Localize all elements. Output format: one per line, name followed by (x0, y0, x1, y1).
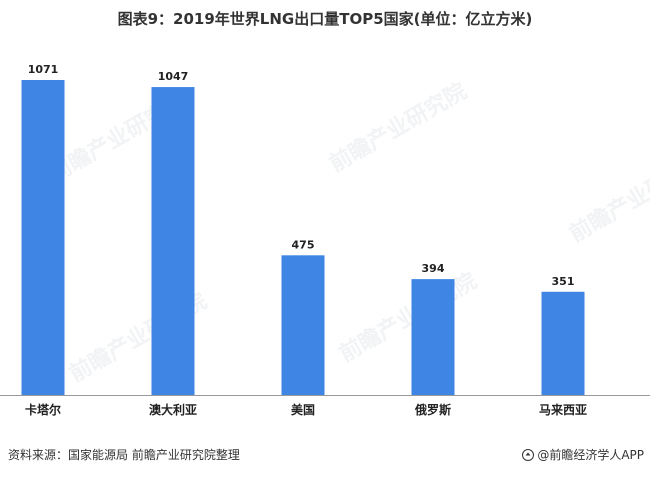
x-tick-label-5: 马来西亚 (539, 402, 587, 417)
data-label-4: 394 (422, 262, 445, 275)
data-label-3: 475 (292, 238, 315, 251)
bar-2 (151, 87, 195, 395)
data-label-5: 351 (552, 275, 575, 288)
x-tick-label-3: 美国 (291, 402, 315, 417)
data-labels-layer: 1071 1047 475 394 351 (28, 63, 575, 288)
brand-credit: @前瞻经济学人APP (522, 446, 644, 463)
chart-title: 图表9：2019年世界LNG出口量TOP5国家(单位：亿立方米) (117, 10, 533, 28)
bar-5 (541, 291, 585, 395)
brand-logo-icon (522, 448, 535, 461)
brand-text: @前瞻经济学人APP (537, 448, 644, 462)
bar-4 (411, 279, 455, 395)
x-tick-label-2: 澳大利亚 (149, 402, 197, 417)
x-tick-labels-layer: 卡塔尔 澳大利亚 美国 俄罗斯 马来西亚 (25, 402, 587, 417)
x-tick-label-1: 卡塔尔 (25, 402, 61, 417)
bar-chart: 1071 1047 475 394 351 卡塔尔 澳大利亚 美国 俄罗斯 马来西亚 (0, 63, 650, 417)
x-tick-label-4: 俄罗斯 (414, 402, 451, 417)
bar-1 (21, 80, 65, 395)
data-label-1: 1071 (28, 63, 59, 76)
bars-layer (21, 80, 585, 395)
data-label-2: 1047 (158, 70, 189, 83)
bar-3 (281, 255, 325, 395)
source-note: 资料来源：国家能源局 前瞻产业研究院整理 (8, 448, 240, 462)
